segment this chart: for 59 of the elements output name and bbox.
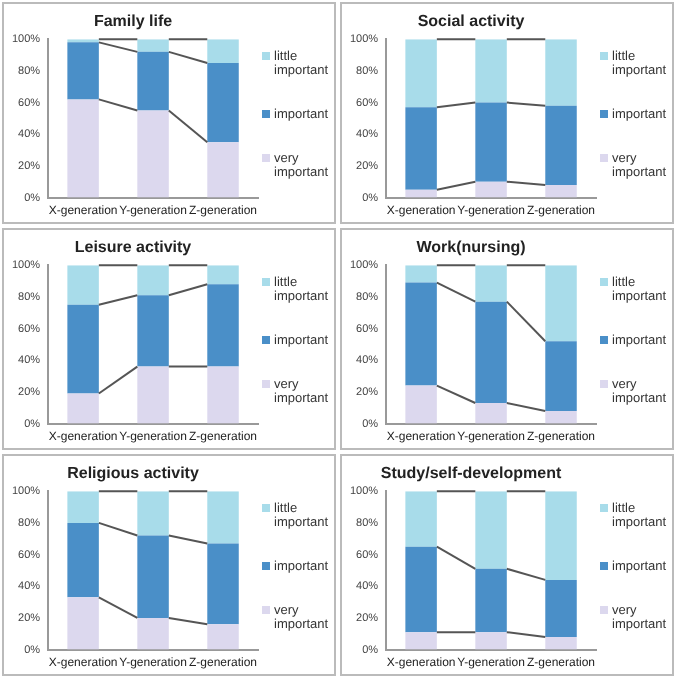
- bar: [67, 393, 99, 424]
- bar: [405, 107, 437, 190]
- bar: [137, 491, 169, 536]
- bar: [545, 105, 577, 185]
- bar: [475, 491, 507, 569]
- bar: [67, 42, 99, 100]
- bar: [405, 282, 437, 386]
- bar: [405, 189, 437, 198]
- bar: [545, 341, 577, 411]
- bar: [137, 39, 169, 52]
- bar: [207, 366, 239, 424]
- bar: [475, 301, 507, 404]
- bar: [137, 535, 169, 618]
- bar: [207, 624, 239, 650]
- bar: [545, 39, 577, 106]
- bar: [67, 99, 99, 198]
- bar: [137, 110, 169, 198]
- bar: [475, 632, 507, 650]
- bar: [137, 366, 169, 424]
- bar: [545, 491, 577, 580]
- bar: [545, 410, 577, 424]
- bar: [475, 39, 507, 103]
- bar: [405, 39, 437, 108]
- bar: [137, 265, 169, 296]
- bar: [67, 304, 99, 394]
- chart-title: Leisure activity: [74, 238, 193, 257]
- chart-title: Study/self-development: [380, 464, 562, 483]
- chart-title: Family life: [93, 12, 174, 31]
- bar: [137, 295, 169, 367]
- bar: [475, 102, 507, 182]
- bar: [475, 181, 507, 198]
- chart-title: Religious activity: [67, 464, 200, 483]
- bar: [405, 491, 437, 547]
- bar: [207, 39, 239, 63]
- bar: [475, 265, 507, 302]
- chart-title: Work(nursing): [416, 238, 527, 257]
- bar: [475, 568, 507, 633]
- bar: [207, 142, 239, 198]
- bar: [405, 632, 437, 650]
- bar: [207, 284, 239, 367]
- bar: [67, 265, 99, 305]
- bar: [207, 543, 239, 625]
- bar: [207, 491, 239, 544]
- bar: [405, 385, 437, 424]
- chart-title: Social activity: [417, 12, 526, 31]
- bar: [545, 579, 577, 637]
- bar: [207, 62, 239, 143]
- bar: [405, 546, 437, 633]
- bar: [207, 265, 239, 285]
- bar: [137, 617, 169, 650]
- bar: [67, 522, 99, 598]
- bar: [137, 51, 169, 111]
- bar: [67, 597, 99, 650]
- bar: [475, 403, 507, 424]
- bar: [67, 491, 99, 523]
- bar: [545, 184, 577, 198]
- bar: [545, 265, 577, 342]
- bar: [405, 265, 437, 283]
- bar: [545, 636, 577, 650]
